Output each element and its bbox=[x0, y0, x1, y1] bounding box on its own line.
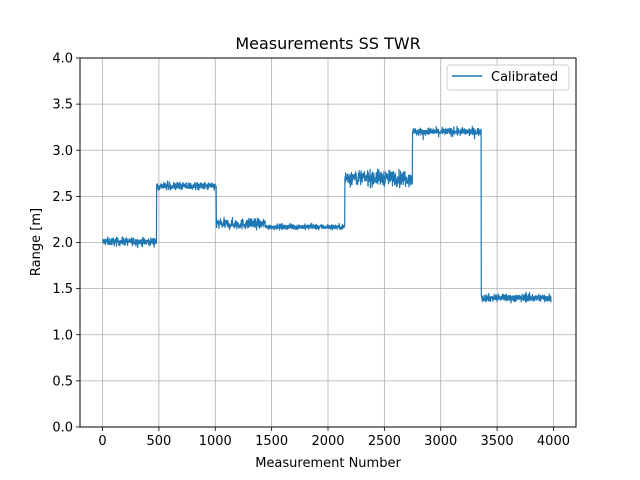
y-tick-label: 2.0 bbox=[52, 236, 73, 251]
y-tick-label: 0.5 bbox=[52, 374, 73, 389]
y-tick-label: 2.5 bbox=[52, 190, 73, 205]
chart-title: Measurements SS TWR bbox=[235, 34, 420, 53]
x-axis: 0 500 1000 1500 2000 2500 3000 3500 4000 bbox=[98, 427, 570, 449]
x-tick-label: 1500 bbox=[255, 434, 288, 449]
y-tick-label: 1.5 bbox=[52, 282, 73, 297]
legend-box bbox=[446, 64, 570, 91]
y-axis: 0.0 0.5 1.0 1.5 2.0 2.5 3.0 3.5 4.0 bbox=[52, 52, 80, 436]
y-tick-label: 0.0 bbox=[52, 421, 73, 436]
x-axis-label: Measurement Number bbox=[255, 456, 401, 471]
x-tick-label: 4000 bbox=[537, 434, 570, 449]
x-tick-label: 1000 bbox=[199, 434, 232, 449]
y-axis-label: Range [m] bbox=[29, 208, 44, 276]
x-tick-label: 500 bbox=[146, 434, 171, 449]
x-tick-label: 0 bbox=[98, 434, 106, 449]
x-tick-label: 3000 bbox=[424, 434, 457, 449]
x-tick-label: 2000 bbox=[311, 434, 344, 449]
series-layer bbox=[101, 125, 552, 304]
y-tick-label: 4.0 bbox=[52, 52, 73, 67]
y-tick-label: 3.5 bbox=[52, 98, 73, 113]
x-tick-label: 3500 bbox=[481, 434, 514, 449]
legend-label-calibrated: Calibrated bbox=[491, 70, 558, 85]
y-tick-label: 1.0 bbox=[52, 328, 73, 343]
x-tick-label: 2500 bbox=[368, 434, 401, 449]
y-tick-label: 3.0 bbox=[52, 144, 73, 159]
legend: Calibrated bbox=[446, 64, 570, 91]
series-line-calibrated bbox=[101, 125, 552, 304]
